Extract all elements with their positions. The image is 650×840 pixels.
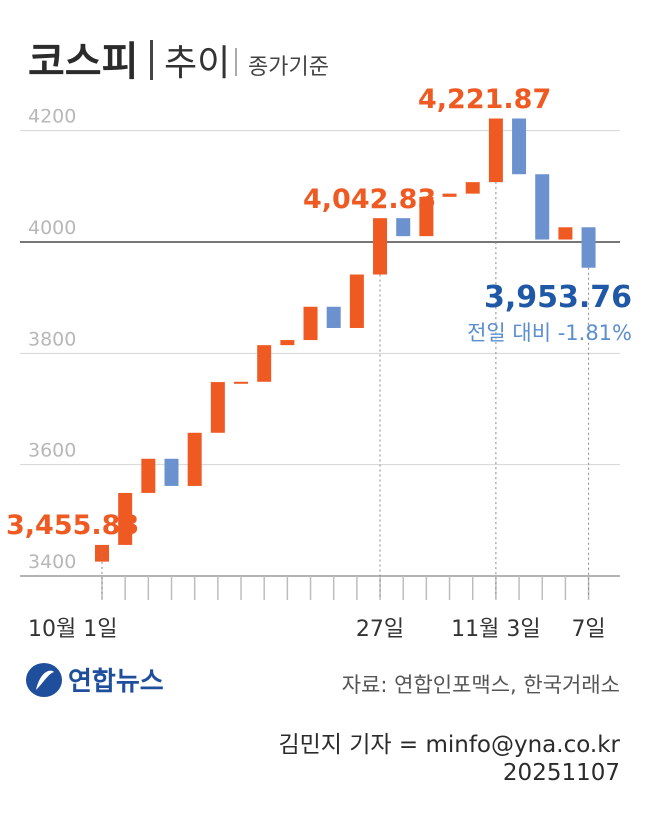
- bar: [488, 118, 503, 183]
- logo-text: 연합뉴스: [68, 667, 164, 697]
- x-tick-label: 7일: [571, 617, 605, 642]
- bar: [581, 227, 596, 268]
- bar: [234, 381, 249, 384]
- bar: [164, 458, 179, 486]
- bar: [303, 306, 318, 341]
- chart-title-sub: 추이: [164, 43, 230, 84]
- bar: [512, 118, 527, 175]
- publish-date: 20251107: [503, 760, 620, 786]
- title-divider: [150, 40, 153, 80]
- leader-lines: [101, 182, 590, 598]
- y-tick-label: 3600: [28, 440, 76, 462]
- y-tick-label: 3800: [28, 328, 76, 350]
- bar: [535, 174, 550, 240]
- bar: [326, 306, 341, 328]
- chart-unit-note: 종가기준: [248, 55, 329, 80]
- logo-swoosh-icon: [36, 670, 54, 690]
- bar: [419, 196, 434, 237]
- yonhap-logo: 연합뉴스: [26, 663, 164, 697]
- bar: [210, 382, 225, 433]
- annotation-first: 3,455.83: [6, 510, 139, 541]
- bar: [257, 345, 272, 382]
- annotation-last: 3,953.76: [484, 280, 632, 315]
- bar: [141, 458, 156, 493]
- x-tick-label: 10월 1일: [28, 617, 117, 642]
- x-tick-label: 27일: [356, 617, 404, 642]
- y-tick-label: 4000: [28, 217, 76, 239]
- source-note: 자료: 연합인포맥스, 한국거래소: [342, 673, 620, 697]
- y-tick-label: 3400: [28, 551, 76, 573]
- credit-line: 김민지 기자 = minfo@yna.co.kr: [278, 732, 620, 758]
- x-tick-label: 11월 3일: [451, 617, 540, 642]
- bar: [465, 182, 480, 194]
- bar: [373, 218, 388, 275]
- bar: [442, 193, 457, 197]
- bar: [349, 274, 364, 328]
- bar: [280, 340, 295, 346]
- bar: [187, 432, 202, 486]
- chart-title-main: 코스피: [28, 39, 138, 85]
- annotation-max: 4,221.87: [418, 84, 551, 115]
- y-tick-label: 4200: [28, 106, 76, 128]
- annotation-last-change: 전일 대비 -1.81%: [467, 321, 632, 345]
- bar: [558, 227, 573, 240]
- annotation-peak-day: 4,042.83: [303, 184, 436, 215]
- bar: [396, 218, 411, 237]
- x-axis: [20, 575, 620, 600]
- bar: [118, 492, 133, 545]
- unit-divider: [235, 48, 237, 76]
- x-tick-labels: 10월 1일 27일 11월 3일 7일: [28, 617, 606, 642]
- y-axis: 3400 3600 3800 4000 4200: [28, 106, 76, 573]
